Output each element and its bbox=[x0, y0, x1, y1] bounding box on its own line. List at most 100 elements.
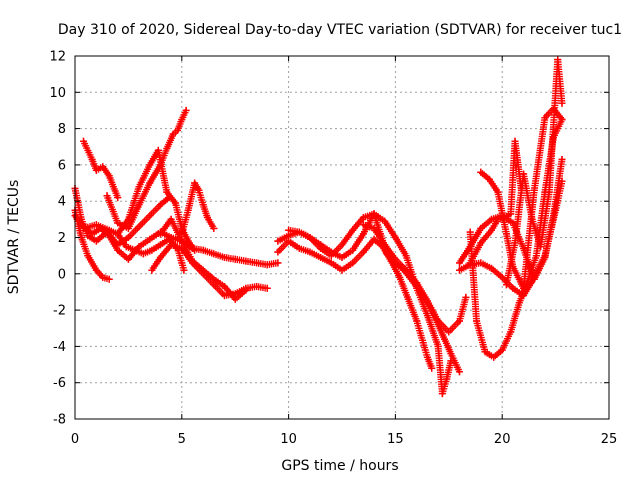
data-point bbox=[203, 214, 211, 222]
data-point bbox=[387, 257, 395, 265]
data-point bbox=[477, 259, 485, 267]
x-tick-label: 0 bbox=[71, 432, 79, 447]
data-point bbox=[171, 199, 179, 207]
data-point bbox=[502, 281, 510, 289]
data-point bbox=[182, 106, 190, 114]
data-point bbox=[274, 259, 282, 267]
y-tick-label: 12 bbox=[49, 50, 66, 65]
series-track-j bbox=[178, 179, 218, 238]
data-point bbox=[146, 161, 154, 169]
data-point bbox=[502, 230, 510, 238]
data-point bbox=[558, 99, 566, 107]
data-point bbox=[253, 259, 261, 267]
data-point bbox=[490, 353, 498, 361]
data-point bbox=[156, 201, 164, 209]
data-point bbox=[180, 266, 188, 274]
data-point bbox=[370, 210, 378, 218]
data-point bbox=[146, 212, 154, 220]
data-point bbox=[391, 255, 399, 263]
data-point bbox=[532, 252, 540, 260]
data-point bbox=[498, 346, 506, 354]
y-tick-label: 10 bbox=[49, 86, 66, 101]
data-point bbox=[88, 230, 96, 238]
data-point bbox=[391, 234, 399, 241]
series-track-t bbox=[466, 137, 525, 267]
y-tick-label: 0 bbox=[58, 267, 66, 282]
y-tick-label: 4 bbox=[58, 195, 66, 210]
data-point bbox=[274, 248, 282, 256]
data-point bbox=[434, 317, 442, 325]
data-point bbox=[455, 266, 463, 274]
data-points bbox=[71, 56, 566, 398]
data-point bbox=[359, 221, 367, 229]
data-point bbox=[285, 237, 293, 245]
series-track-d bbox=[80, 137, 122, 202]
data-point bbox=[221, 283, 229, 291]
data-point bbox=[114, 219, 122, 227]
data-point bbox=[402, 252, 410, 260]
data-point bbox=[481, 348, 489, 356]
y-tick-label: 2 bbox=[58, 231, 66, 246]
data-point bbox=[537, 243, 545, 251]
data-point bbox=[541, 114, 549, 122]
data-point bbox=[434, 342, 442, 350]
series-track-i bbox=[156, 215, 250, 303]
data-point bbox=[103, 192, 111, 200]
data-point bbox=[558, 155, 566, 163]
data-point bbox=[274, 237, 282, 245]
data-point bbox=[359, 214, 367, 222]
data-point bbox=[455, 368, 463, 376]
data-point bbox=[338, 241, 346, 249]
data-point bbox=[178, 230, 186, 238]
data-point bbox=[131, 246, 139, 254]
data-point bbox=[327, 259, 335, 267]
data-point bbox=[167, 215, 175, 223]
data-point bbox=[295, 228, 303, 236]
data-point bbox=[396, 273, 404, 281]
data-point bbox=[445, 328, 453, 336]
data-point bbox=[488, 215, 496, 223]
data-point bbox=[511, 137, 519, 145]
data-point bbox=[549, 212, 557, 220]
data-point bbox=[184, 206, 192, 214]
data-point bbox=[92, 166, 100, 174]
data-point bbox=[554, 56, 562, 64]
data-point bbox=[105, 172, 113, 180]
data-point bbox=[124, 215, 132, 223]
x-tick-label: 10 bbox=[280, 432, 297, 447]
data-point bbox=[146, 235, 154, 243]
series-track-s bbox=[502, 56, 566, 289]
data-point bbox=[509, 284, 517, 292]
data-point bbox=[135, 201, 143, 209]
data-point bbox=[438, 390, 446, 398]
data-point bbox=[306, 248, 314, 256]
data-point bbox=[402, 266, 410, 274]
data-point bbox=[423, 297, 431, 305]
data-point bbox=[199, 246, 207, 254]
data-point bbox=[349, 226, 357, 234]
data-point bbox=[135, 223, 143, 231]
data-point bbox=[114, 246, 122, 254]
data-point bbox=[178, 237, 186, 245]
data-point bbox=[515, 299, 523, 307]
data-point bbox=[163, 145, 171, 153]
data-point bbox=[231, 255, 239, 263]
series-track-e bbox=[80, 221, 188, 274]
data-point bbox=[447, 350, 455, 358]
data-point bbox=[148, 246, 156, 254]
data-point bbox=[441, 335, 449, 343]
data-point bbox=[477, 224, 485, 232]
data-point bbox=[169, 130, 177, 138]
data-point bbox=[509, 219, 517, 227]
data-point bbox=[80, 224, 88, 232]
data-point bbox=[184, 237, 192, 245]
data-point bbox=[558, 116, 566, 124]
data-point bbox=[263, 284, 271, 292]
data-point bbox=[188, 257, 196, 265]
data-point bbox=[199, 201, 207, 209]
data-point bbox=[167, 241, 175, 249]
data-point bbox=[370, 235, 378, 243]
series-track-l bbox=[274, 235, 436, 372]
data-point bbox=[242, 286, 250, 294]
data-point bbox=[338, 266, 346, 274]
